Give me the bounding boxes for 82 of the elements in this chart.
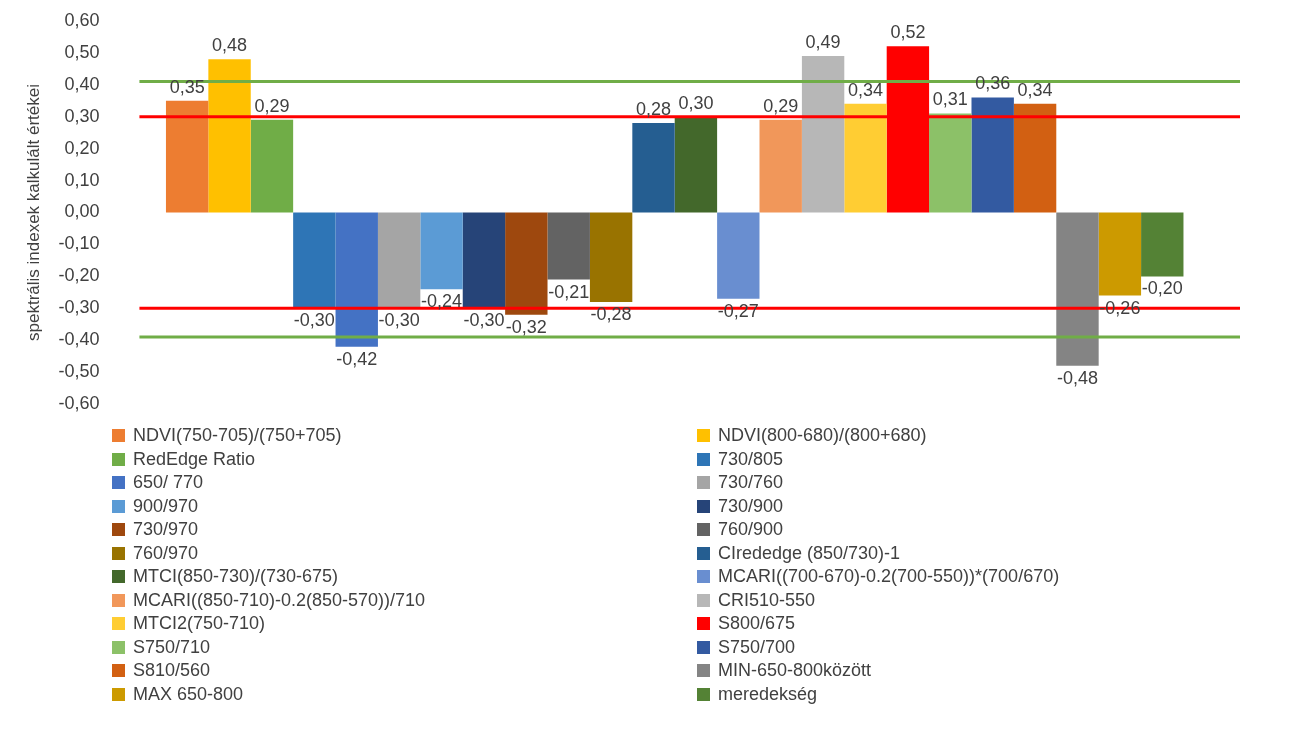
bar (1056, 212, 1099, 366)
data-label: -0,32 (505, 316, 547, 337)
bar (844, 103, 887, 213)
y-tick-label: 0,00 (64, 201, 100, 222)
bar (462, 212, 506, 309)
legend-label: CRI510-550 (718, 589, 816, 611)
legend-label: S810/560 (133, 660, 211, 682)
bar (1098, 212, 1142, 296)
bar (801, 55, 845, 213)
legend-label: S750/700 (718, 636, 796, 658)
bar (632, 123, 675, 213)
data-label: 0,28 (635, 99, 672, 120)
data-label: 0,48 (212, 35, 248, 56)
legend-label: S800/675 (718, 613, 796, 635)
bar (420, 212, 463, 290)
y-tick-label: -0,40 (58, 329, 100, 350)
y-tick-label: -0,50 (58, 361, 100, 382)
legend-label: S750/710 (133, 636, 211, 658)
y-tick-label: 0,50 (64, 41, 100, 62)
legend-label: MTCI2(750-710) (133, 613, 266, 635)
data-label: 0,31 (932, 89, 968, 110)
bar (759, 119, 802, 213)
legend-label: NDVI(750-705)/(750+705) (133, 425, 342, 447)
bar (717, 212, 760, 299)
y-tick-label: 0,30 (64, 105, 100, 126)
bar (250, 119, 294, 213)
data-label: 0,29 (254, 95, 290, 116)
legend-label: NDVI(800-680)/(800+680) (718, 425, 927, 447)
bar (1013, 103, 1057, 213)
bar (165, 100, 209, 213)
y-tick-label: -0,20 (58, 265, 100, 286)
legend-label: 730/900 (718, 495, 784, 517)
y-tick-label: -0,30 (58, 297, 100, 318)
y-tick-label: 0,40 (64, 73, 100, 94)
y-tick-label: 0,20 (64, 137, 100, 158)
bar (505, 212, 548, 315)
legend-label: 650/ 770 (133, 472, 204, 494)
data-label: 0,30 (678, 92, 714, 113)
legend-label: MCARI((700-670)-0.2(700-550))*(700/670) (718, 566, 1060, 588)
legend-label: 730/805 (718, 448, 784, 470)
bar (589, 212, 633, 302)
bar (971, 97, 1014, 213)
legend-label: MCARI((850-710)-0.2(850-570))/710 (133, 589, 426, 611)
bar (208, 59, 251, 213)
data-label: 0,52 (890, 22, 926, 43)
data-label: -0,48 (1056, 367, 1098, 388)
legend-label: CIrededge (850/730)-1 (718, 542, 901, 564)
bar (547, 212, 590, 280)
data-label: -0,30 (293, 310, 335, 331)
data-label: -0,20 (1141, 278, 1183, 299)
data-label: -0,30 (378, 310, 420, 331)
data-label: 0,34 (1017, 79, 1053, 100)
data-label: 0,34 (847, 79, 884, 100)
legend-label: 900/970 (133, 495, 199, 517)
legend-label: 760/970 (133, 542, 199, 564)
bar (1141, 212, 1184, 277)
data-label: 0,49 (805, 31, 841, 52)
legend-label: 730/760 (718, 472, 784, 494)
legend-label: meredekség (718, 683, 818, 705)
legend-label: 760/900 (718, 519, 784, 541)
legend-label: 730/970 (133, 519, 199, 541)
data-label: -0,21 (548, 281, 590, 302)
data-label: -0,24 (421, 291, 463, 312)
data-label: -0,42 (336, 348, 378, 369)
data-label: 0,35 (169, 76, 205, 97)
y-tick-label: -0,60 (58, 393, 100, 414)
y-tick-label: -0,10 (58, 233, 100, 254)
bar (293, 212, 336, 309)
data-label: 0,29 (763, 95, 799, 116)
legend-label: MTCI(850-730)/(730-675) (133, 566, 339, 588)
data-label: -0,30 (463, 310, 505, 331)
legend-label: MIN-650-800között (718, 660, 872, 682)
legend-label: MAX 650-800 (133, 683, 244, 705)
data-label: -0,28 (590, 303, 632, 324)
y-tick-label: 0,60 (64, 9, 100, 30)
y-tick-label: 0,10 (64, 169, 100, 190)
y-axis-title: spektrális indexek kalkulált értékei (23, 83, 43, 342)
legend-label: RedEdge Ratio (133, 448, 256, 470)
bar (929, 113, 972, 213)
bar (377, 212, 421, 309)
bar (335, 212, 378, 347)
bar (674, 116, 718, 213)
